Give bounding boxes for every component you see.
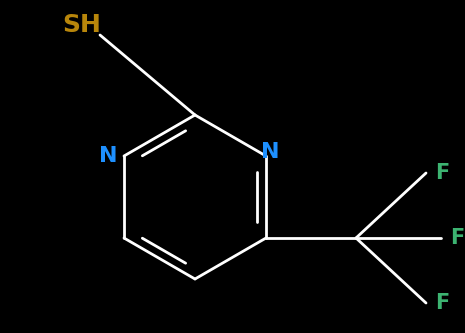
- Text: F: F: [450, 228, 464, 248]
- Text: F: F: [435, 163, 449, 183]
- Text: N: N: [261, 142, 279, 162]
- Text: N: N: [99, 146, 117, 166]
- Text: F: F: [435, 293, 449, 313]
- Text: SH: SH: [63, 13, 101, 37]
